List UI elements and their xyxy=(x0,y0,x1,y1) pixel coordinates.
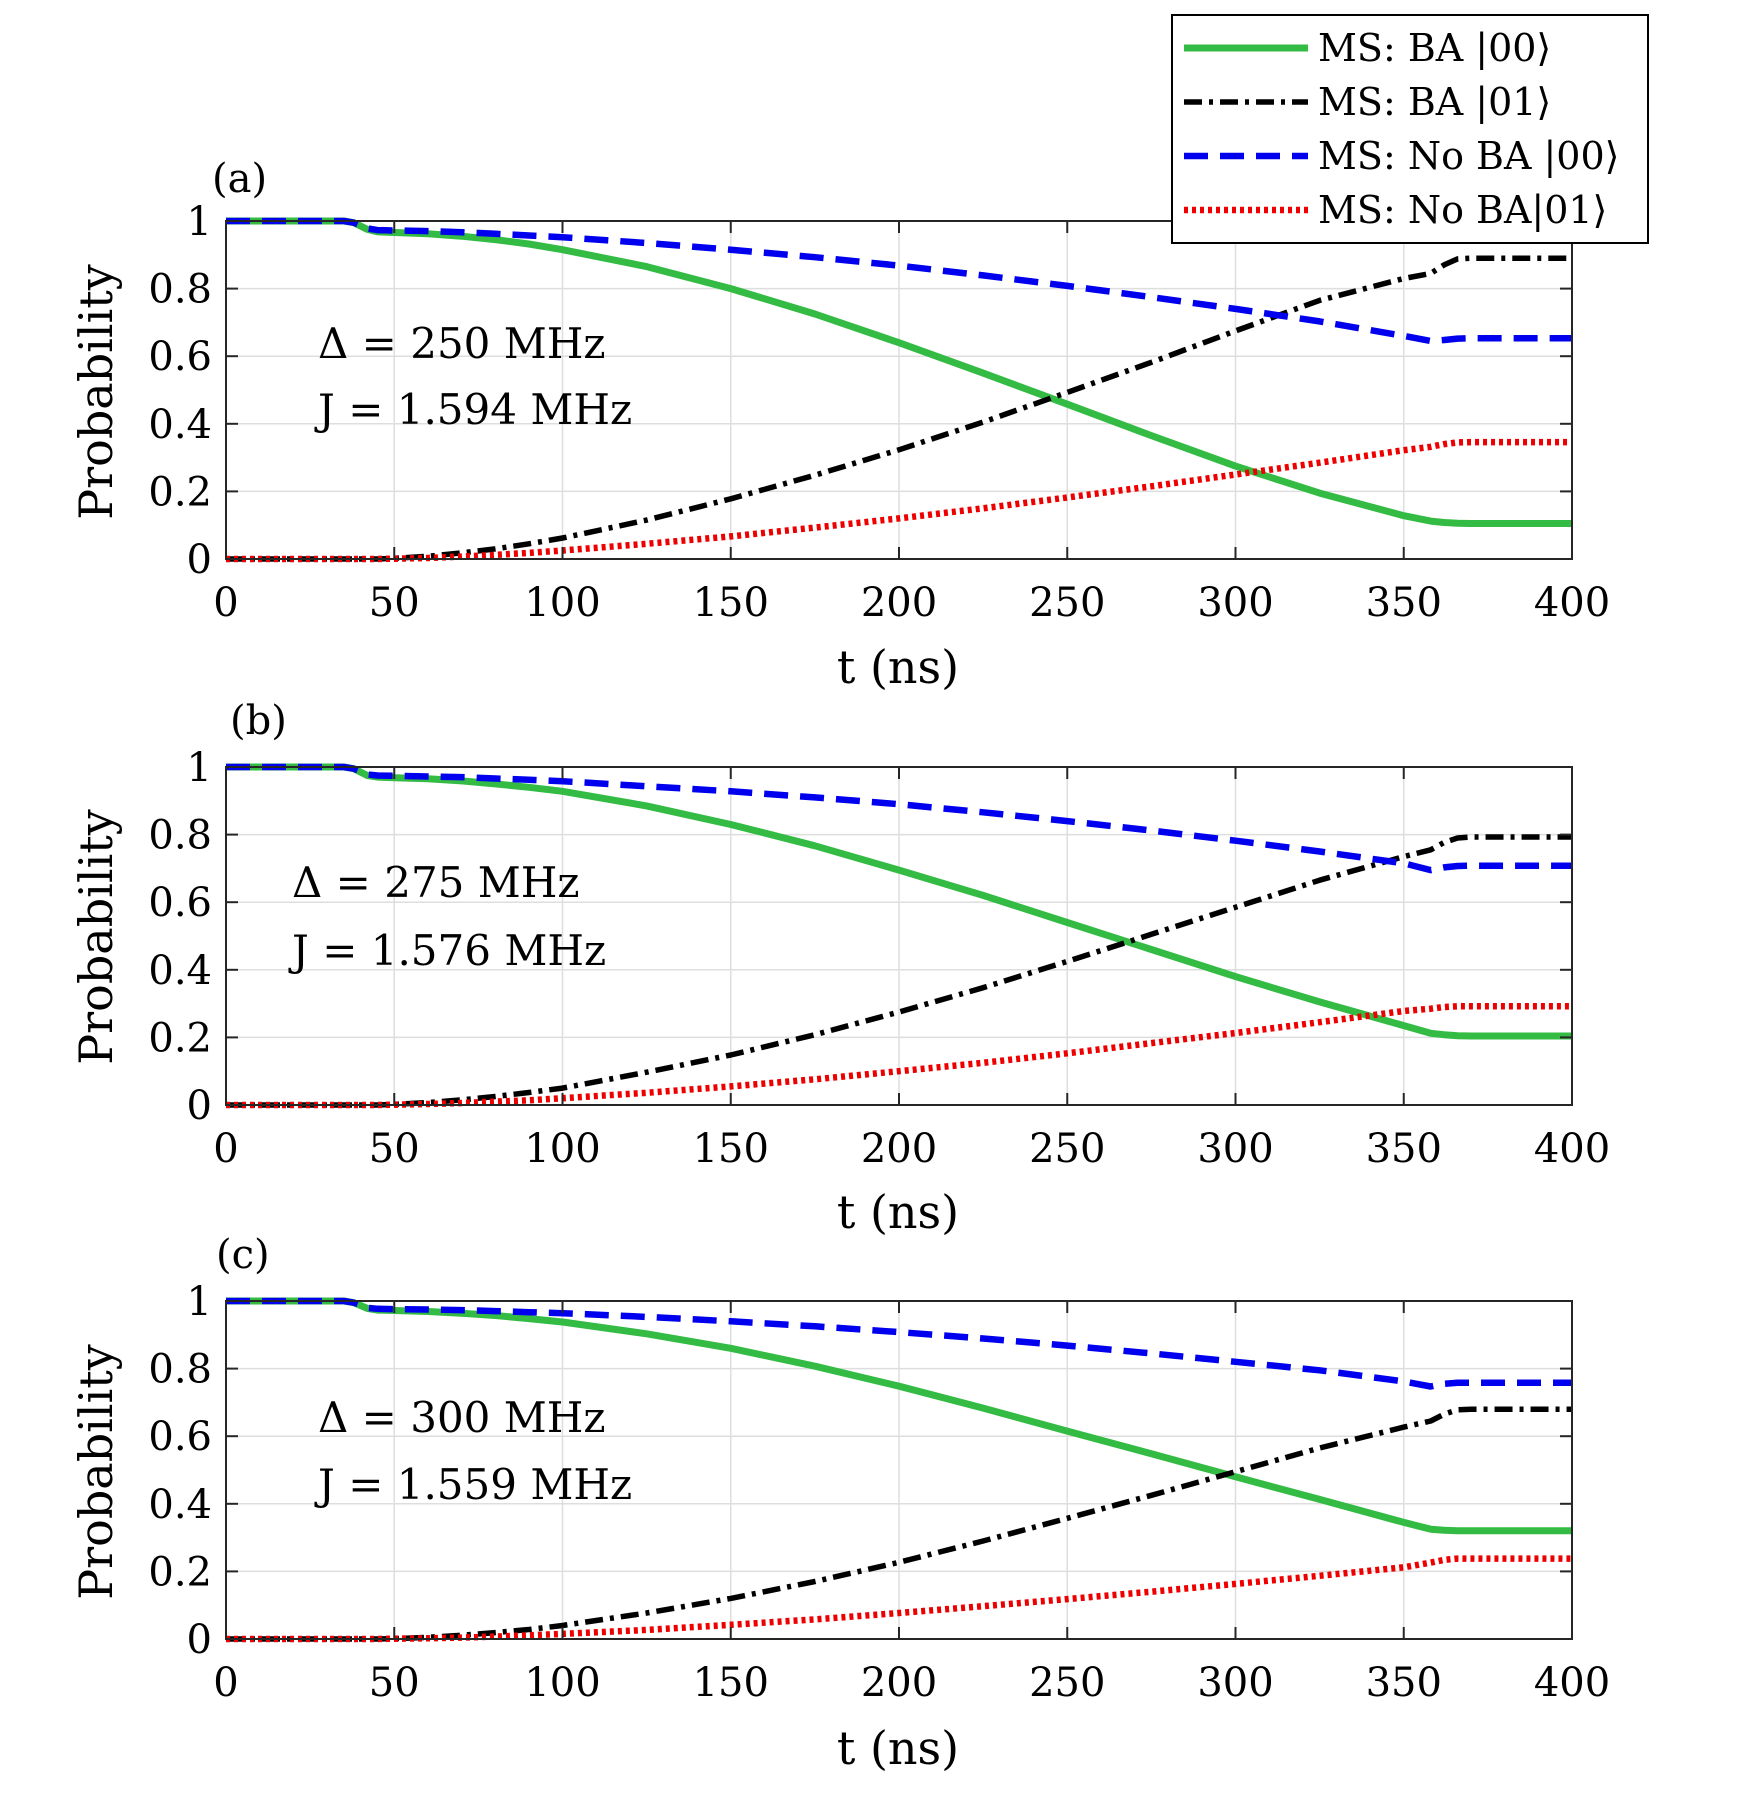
y-tick-label: 0 xyxy=(187,1083,212,1129)
y-axis-label: Probability xyxy=(69,809,123,1065)
panel-b: (b) 0 50 100 150 200 250 300 350 400 0 0.2 0.4 0.6 0.… xyxy=(69,698,1610,1239)
x-tick-label: 400 xyxy=(1534,1126,1610,1172)
annotation-coupling: J = 1.594 MHz xyxy=(314,385,632,434)
legend-label: MS: No BA |00⟩ xyxy=(1318,134,1619,178)
x-tick-label: 350 xyxy=(1366,1660,1442,1706)
x-tick-label: 350 xyxy=(1366,580,1442,626)
y-tick-label: 0.8 xyxy=(148,1347,212,1393)
x-tick-label: 300 xyxy=(1197,1660,1273,1706)
y-tick-label: 0.4 xyxy=(148,948,212,994)
y-tick-label: 0.6 xyxy=(148,334,212,380)
legend-label: MS: No BA|01⟩ xyxy=(1318,188,1607,232)
x-tick-label: 100 xyxy=(524,580,600,626)
y-tick-label: 1 xyxy=(187,745,212,791)
y-tick-label: 0.4 xyxy=(148,402,212,448)
x-tick-label: 300 xyxy=(1197,580,1273,626)
annotation-coupling: J = 1.576 MHz xyxy=(288,926,606,975)
annotation-delta: Δ = 275 MHz xyxy=(292,858,580,907)
panel-label: (c) xyxy=(216,1232,270,1278)
x-tick-label: 250 xyxy=(1029,580,1105,626)
y-tick-label: 0.4 xyxy=(148,1482,212,1528)
panel-label: (b) xyxy=(230,698,287,744)
x-tick-label: 0 xyxy=(213,1660,238,1706)
x-tick-label: 100 xyxy=(524,1660,600,1706)
panel-a: (a) 0 50 100 150 200 250 300 350 400 0 0.2 0.4 0.6 0.… xyxy=(69,156,1610,694)
x-tick-label: 250 xyxy=(1029,1126,1105,1172)
x-tick-label: 250 xyxy=(1029,1660,1105,1706)
y-tick-label: 0 xyxy=(187,537,212,583)
legend: MS: BA |00⟩ MS: BA |01⟩ MS: No BA |00⟩ MS: … xyxy=(1171,14,1649,244)
legend-items: MS: BA |00⟩ MS: BA |01⟩ MS: No BA |00⟩ MS: … xyxy=(1184,26,1619,232)
annotation-coupling: J = 1.559 MHz xyxy=(314,1460,632,1509)
legend-box xyxy=(1171,14,1649,244)
x-tick-label: 300 xyxy=(1197,1126,1273,1172)
x-tick-label: 400 xyxy=(1534,580,1610,626)
x-tick-label: 200 xyxy=(861,1660,937,1706)
legend-label: MS: BA |00⟩ xyxy=(1318,26,1551,70)
x-axis-label: t (ns) xyxy=(837,640,959,694)
series-line-3 xyxy=(226,763,1572,874)
y-tick-label: 1 xyxy=(187,1279,212,1325)
panel-c: (c) 0 50 100 150 200 250 300 350 400 0 0.2 0.4 0.6 0.… xyxy=(69,1232,1610,1775)
y-tick-label: 1 xyxy=(187,199,212,245)
y-axis-label: Probability xyxy=(69,264,123,520)
x-tick-label: 150 xyxy=(693,1660,769,1706)
y-tick-label: 0.8 xyxy=(148,267,212,313)
x-tick-label: 50 xyxy=(369,1126,420,1172)
plot-area: 0 50 100 150 200 250 300 350 400 0 0.2 0.4 0.6 0.8 1 xyxy=(148,199,1610,626)
y-tick-label: 0.2 xyxy=(148,1015,212,1061)
x-tick-label: 150 xyxy=(693,1126,769,1172)
plot-area: 0 50 100 150 200 250 300 350 400 0 0.2 0.4 0.6 0.8 1 xyxy=(148,1279,1610,1706)
y-tick-label: 0.6 xyxy=(148,1414,212,1460)
x-tick-label: 50 xyxy=(369,580,420,626)
series-line-4 xyxy=(226,1003,1572,1109)
panel-label: (a) xyxy=(212,156,267,202)
x-tick-label: 200 xyxy=(861,1126,937,1172)
x-tick-label: 0 xyxy=(213,580,238,626)
annotation-delta: Δ = 300 MHz xyxy=(318,1393,606,1442)
x-tick-label: 100 xyxy=(524,1126,600,1172)
y-tick-label: 0.2 xyxy=(148,469,212,515)
x-tick-label: 200 xyxy=(861,580,937,626)
series-line-4 xyxy=(226,1555,1572,1643)
x-tick-label: 350 xyxy=(1366,1126,1442,1172)
x-axis-label: t (ns) xyxy=(837,1185,959,1239)
y-axis-label: Probability xyxy=(69,1344,123,1600)
x-tick-label: 50 xyxy=(369,1660,420,1706)
annotation-delta: Δ = 250 MHz xyxy=(318,319,606,368)
y-tick-label: 0.6 xyxy=(148,880,212,926)
x-tick-label: 400 xyxy=(1534,1660,1610,1706)
y-tick-label: 0.2 xyxy=(148,1549,212,1595)
series-line-3 xyxy=(226,217,1572,345)
x-tick-label: 0 xyxy=(213,1126,238,1172)
y-tick-label: 0 xyxy=(187,1617,212,1663)
series-line-3 xyxy=(226,1297,1572,1390)
x-axis-label: t (ns) xyxy=(837,1721,959,1775)
plot-area: 0 50 100 150 200 250 300 350 400 0 0.2 0.4 0.6 0.8 1 xyxy=(148,745,1610,1172)
legend-label: MS: BA |01⟩ xyxy=(1318,80,1551,124)
y-tick-label: 0.8 xyxy=(148,813,212,859)
x-tick-label: 150 xyxy=(693,580,769,626)
